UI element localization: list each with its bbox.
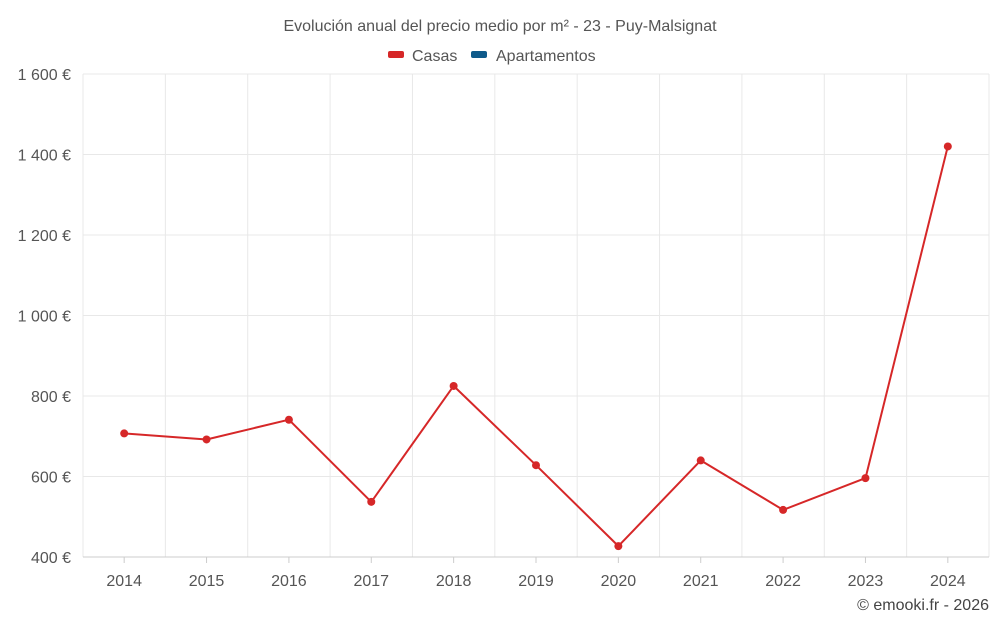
x-tick-label: 2018 [436,573,472,590]
data-point-casas[interactable] [202,435,211,444]
credit: © emooki.fr - 2026 [857,597,989,614]
legend: Casas Apartamentos [388,48,596,65]
y-tick-label: 400 € [31,550,71,567]
data-point-casas[interactable] [449,381,458,390]
legend-label-apartamentos: Apartamentos [496,48,596,65]
data-point-casas[interactable] [779,505,788,514]
x-axis: 2014 2015 2016 2017 2018 2019 2020 2021 2022 2023… [83,556,989,590]
legend-label-casas: Casas [412,48,457,65]
data-point-casas[interactable] [943,142,952,151]
y-axis: 400 € 600 € 800 € 1 000 € 1 200 € 1 400 € 1 60… [18,67,71,567]
y-tick-label: 600 € [31,470,71,487]
y-tick-label: 1 400 € [18,148,71,165]
x-tick-label: 2020 [601,573,637,590]
chart-title: Evolución anual del precio medio por m² … [283,18,717,35]
data-point-casas[interactable] [614,542,623,551]
y-tick-label: 1 000 € [18,309,71,326]
data-point-casas[interactable] [532,461,540,470]
y-tick-label: 1 200 € [18,228,71,245]
data-point-casas[interactable] [367,497,376,506]
data-point-casas[interactable] [284,415,293,424]
series [120,142,952,551]
x-tick-label: 2016 [271,573,307,590]
data-point-casas[interactable] [120,429,129,438]
x-tick-label: 2019 [518,573,554,590]
x-tick-label: 2014 [106,573,142,590]
x-tick-label: 2017 [353,573,389,590]
grid [82,73,990,557]
legend-swatch-casas [388,51,404,58]
x-tick-label: 2015 [189,573,225,590]
data-point-casas[interactable] [861,474,870,483]
x-tick-label: 2023 [848,573,884,590]
legend-item-apartamentos[interactable]: Apartamentos [471,48,596,65]
x-tick-label: 2022 [765,573,801,590]
x-tick-label: 2021 [683,573,719,590]
legend-swatch-apartamentos [471,51,487,58]
x-tick-label: 2024 [930,573,966,590]
data-point-casas[interactable] [696,456,705,465]
legend-item-casas[interactable]: Casas [388,48,457,65]
y-tick-label: 800 € [31,389,71,406]
y-tick-label: 1 600 € [18,67,71,84]
